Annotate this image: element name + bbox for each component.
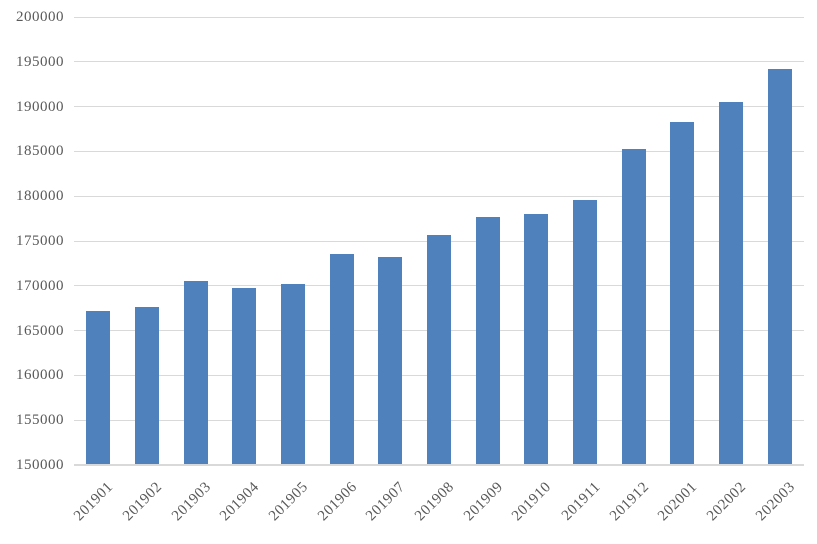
bar-201906 [329, 254, 354, 465]
gridline [74, 16, 804, 18]
gridline [74, 106, 804, 108]
y-axis-label: 150000 [16, 457, 64, 473]
bar-201902 [135, 307, 159, 465]
y-axis-label: 195000 [16, 53, 64, 70]
gridline [74, 150, 804, 152]
y-axis-label: 170000 [16, 277, 64, 294]
bar-201910 [524, 214, 549, 465]
y-axis-label: 160000 [16, 367, 64, 384]
bar-201911 [573, 199, 597, 465]
bar-201901 [86, 310, 111, 465]
bar-201912 [621, 148, 646, 465]
y-axis-label: 165000 [16, 322, 64, 339]
gridline [74, 61, 804, 63]
y-axis-label: 155000 [16, 412, 64, 429]
bar-202001 [670, 121, 695, 465]
gridline [74, 195, 804, 197]
bar-201907 [378, 257, 403, 465]
y-axis-label: 200000 [16, 9, 64, 25]
y-axis-label: 175000 [16, 233, 64, 249]
bar-202003 [767, 68, 792, 465]
y-axis-label: 185000 [16, 143, 64, 160]
y-axis-label: 190000 [16, 98, 64, 115]
bar-201908 [427, 234, 451, 465]
bar-201909 [475, 216, 500, 465]
bar-201904 [232, 287, 257, 465]
bar-201903 [183, 281, 208, 465]
x-axis-line [74, 464, 804, 466]
bar-202002 [719, 102, 743, 465]
bar-201905 [281, 284, 305, 465]
y-axis-label: 180000 [16, 188, 64, 205]
